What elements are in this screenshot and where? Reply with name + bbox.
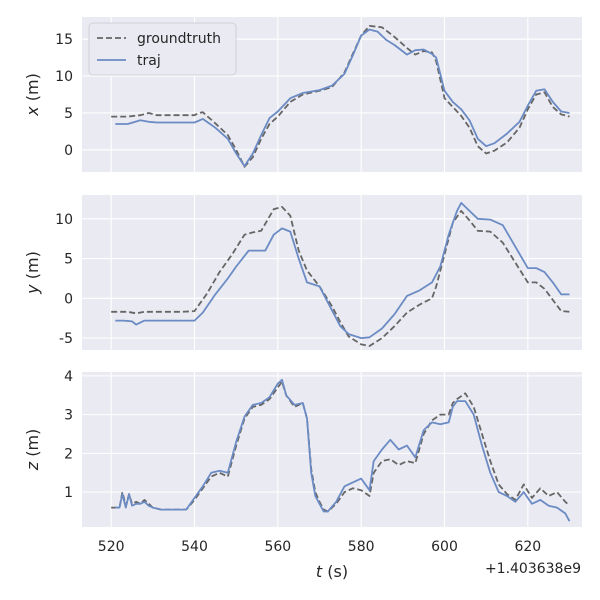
x-axis-offset-label: +1.403638e9	[485, 561, 581, 577]
y-axis-label-unit: (m)	[23, 251, 42, 284]
series-line-traj	[115, 28, 570, 168]
y-axis-label-unit: (m)	[23, 73, 42, 106]
x-tick-label: 600	[431, 539, 458, 555]
y-tick-label: 15	[55, 32, 73, 48]
x-tick-label: 560	[264, 539, 291, 555]
y-axis-label-unit: (m)	[23, 429, 42, 462]
legend-label-groundtruth: groundtruth	[137, 31, 221, 47]
legend-box	[88, 22, 237, 76]
y-tick-label: 10	[55, 212, 73, 228]
y-axis-label-var: z	[23, 461, 42, 471]
y-tick-label: 4	[64, 369, 73, 385]
x-axis-label: t (s)	[316, 562, 348, 581]
y-tick-label: 2	[64, 446, 73, 462]
y-tick-label: 3	[64, 408, 73, 424]
plot-background	[82, 195, 582, 350]
y-axis-label-var: x	[23, 106, 42, 117]
y-tick-label: 0	[64, 143, 73, 159]
y-axis-label: z (m)	[23, 429, 42, 472]
y-tick-label: -5	[59, 331, 73, 347]
y-axis-label-var: y	[23, 284, 42, 295]
x-tick-label: 540	[181, 539, 208, 555]
y-tick-label: 0	[64, 291, 73, 307]
series-line-groundtruth	[111, 205, 570, 347]
legend-label-traj: traj	[137, 53, 161, 69]
y-axis-label: x (m)	[23, 73, 42, 117]
y-tick-label: 1	[64, 485, 73, 501]
series-line-traj	[115, 378, 571, 522]
y-tick-label: 5	[64, 252, 73, 268]
plot-background	[82, 372, 582, 527]
y-axis-label: y (m)	[23, 251, 42, 295]
x-tick-label: 580	[348, 539, 375, 555]
y-tick-label: 5	[64, 106, 73, 122]
x-axis-label-unit: (s)	[322, 562, 348, 581]
series-line-traj	[115, 201, 570, 340]
y-tick-label: 10	[55, 69, 73, 85]
x-tick-label: 520	[98, 539, 125, 555]
x-axis-label-var: t	[316, 562, 323, 581]
x-tick-label: 620	[514, 539, 541, 555]
